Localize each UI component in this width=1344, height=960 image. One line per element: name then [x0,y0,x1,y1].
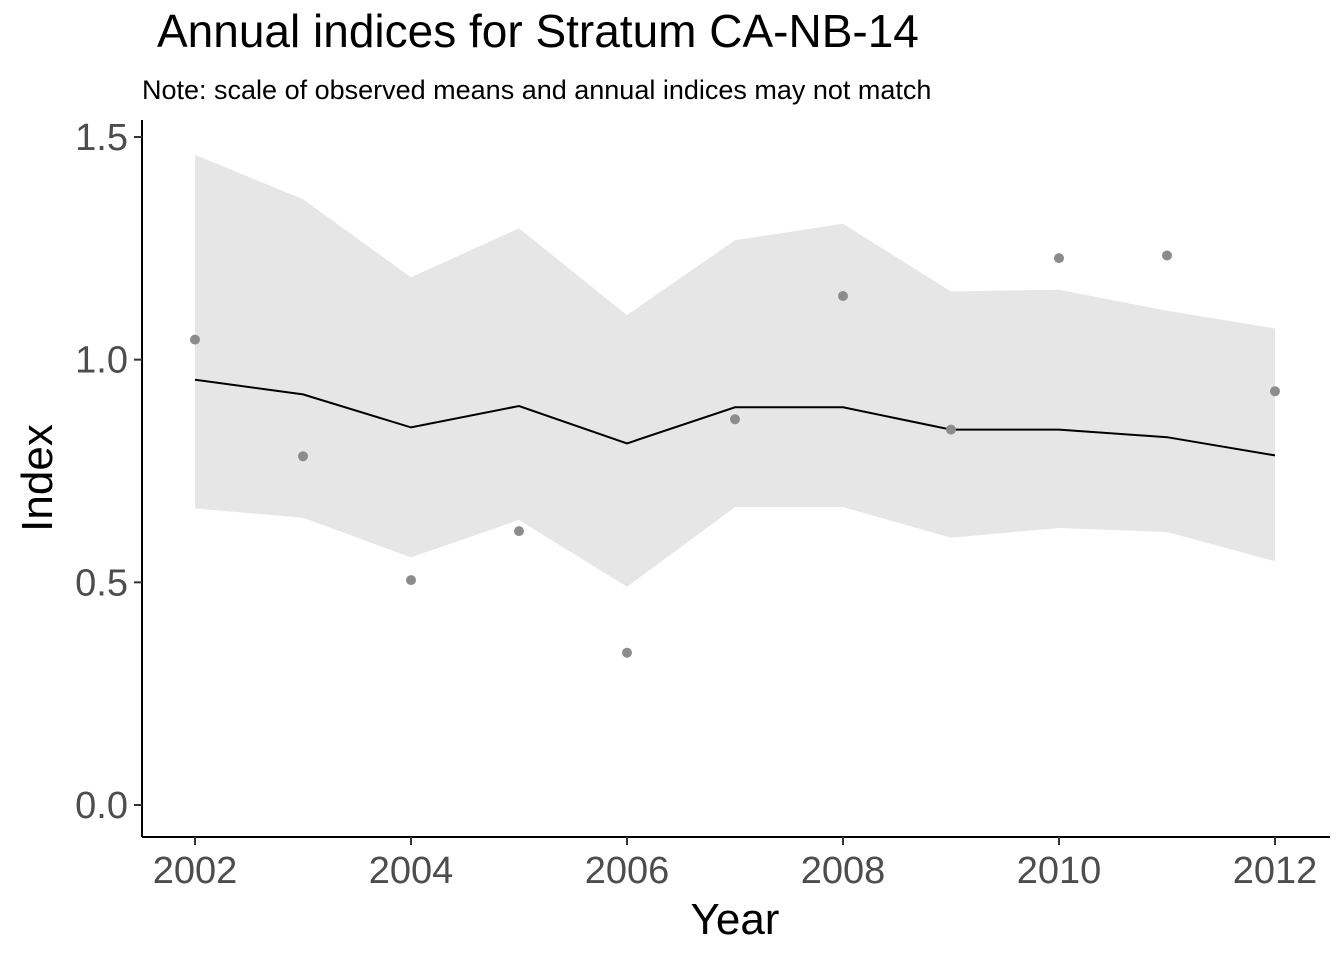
observed-mean-point [190,334,200,345]
x-tick-label: 2006 [585,850,670,892]
observed-means-layer [190,250,1280,658]
observed-mean-point [838,291,848,301]
index-trend-line [194,378,1276,457]
y-tick-label: 0.5 [75,562,128,604]
observed-mean-point [946,424,956,435]
axes: 0.0 0.5 1.0 1.5 2002 2004 2006 2008 2010 2012 [75,117,1330,892]
y-axis-label: Index [13,424,62,532]
y-tick-label: 1.5 [75,117,128,159]
observed-mean-point [514,526,524,537]
chart-title: Annual indices for Stratum CA-NB-14 [157,5,919,57]
observed-mean-point [1270,386,1280,397]
observed-mean-point [622,647,632,658]
chart-subtitle: Note: scale of observed means and annual… [142,75,932,105]
x-axis-label: Year [691,895,780,944]
y-tick-label: 1.0 [75,340,128,382]
confidence-ribbon-layer [195,154,1275,587]
y-tick-label: 0.0 [75,785,128,827]
observed-mean-point [1162,250,1172,261]
observed-mean-point [406,575,416,586]
trend-line-layer [194,378,1276,457]
x-tick-label: 2012 [1233,850,1318,892]
x-tick-label: 2004 [369,850,454,892]
x-tick-label: 2008 [801,850,886,892]
observed-mean-point [1054,253,1064,264]
observed-mean-point [298,451,308,462]
x-tick-label: 2002 [153,850,238,892]
observed-mean-point [730,414,740,425]
x-tick-label: 2010 [1017,850,1102,892]
confidence-ribbon [195,154,1275,587]
